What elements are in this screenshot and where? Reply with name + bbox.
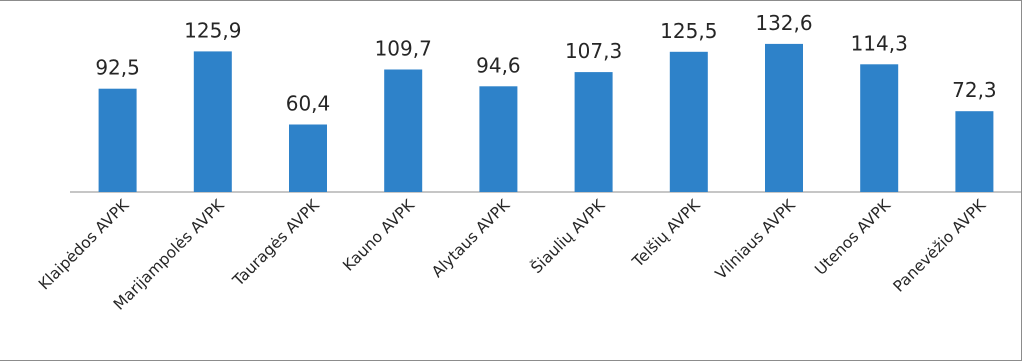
data-label: 107,3	[565, 39, 622, 63]
category-tick-label: Alytaus AVPK	[428, 196, 514, 282]
bar	[765, 43, 803, 193]
bar	[98, 88, 137, 192]
data-label: 94,6	[476, 53, 521, 77]
category-tick-label: Šiaulių AVPK	[527, 195, 609, 277]
data-label: 92,5	[95, 56, 140, 80]
category-tick-label: Tauragės AVPK	[229, 196, 324, 291]
data-label: 109,7	[375, 37, 432, 61]
data-label: 72,3	[952, 78, 997, 102]
bar	[574, 72, 613, 192]
category-tick-label: Utenos AVPK	[811, 196, 894, 279]
bar	[860, 64, 899, 192]
category-tick-label: Kauno AVPK	[339, 196, 418, 275]
data-label: 125,5	[660, 19, 717, 43]
bar	[955, 111, 994, 192]
bar	[384, 69, 423, 192]
category-tick-label: Klaipėdos AVPK	[35, 196, 133, 294]
bar	[479, 86, 518, 192]
bar	[669, 51, 708, 192]
category-tick-label: Vilniaus AVPK	[712, 196, 800, 284]
category-tick-label: Telšių AVPK	[628, 196, 704, 272]
bar	[193, 51, 232, 193]
category-tick-label: Panevėžio AVPK	[890, 196, 990, 296]
data-label: 60,4	[286, 92, 331, 116]
data-label: 132,6	[755, 11, 812, 35]
bar	[289, 124, 327, 192]
data-label: 125,9	[184, 18, 241, 42]
data-label: 114,3	[851, 31, 908, 55]
